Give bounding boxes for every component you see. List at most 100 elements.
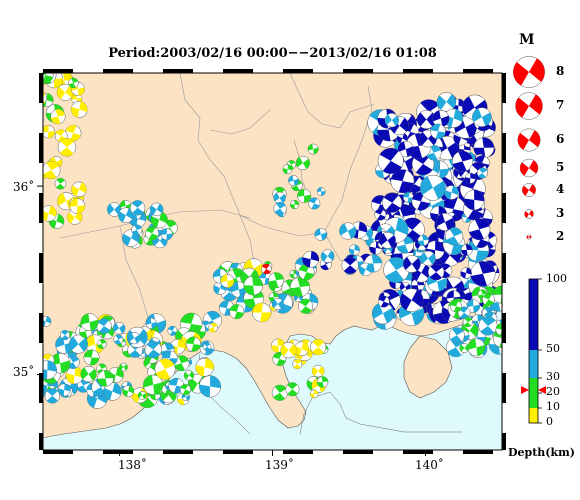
- focal-mechanism: [199, 375, 221, 398]
- magnitude-label-4: 4: [556, 182, 565, 196]
- depth-label-50: 50: [546, 342, 560, 355]
- focal-mechanism: [460, 267, 472, 279]
- focal-mechanism: [243, 275, 263, 296]
- magnitude-legend: [513, 56, 545, 240]
- focal-mechanism: [179, 384, 192, 396]
- focal-mechanism: [297, 188, 312, 203]
- focal-mechanism: [129, 200, 146, 216]
- focal-mechanism: [43, 161, 61, 180]
- focal-mechanism: [436, 92, 457, 112]
- focal-mechanism: [112, 321, 126, 335]
- magnitude-label-3: 3: [556, 206, 565, 220]
- focal-mechanism: [482, 293, 495, 306]
- depth-scale-title: Depth(km): [508, 446, 575, 459]
- focal-mechanism: [68, 77, 79, 89]
- focal-mechanism: [195, 357, 214, 377]
- lon-tick-label-139: 139˚: [265, 458, 294, 472]
- focal-mechanism: [273, 191, 286, 205]
- focal-mechanism: [307, 143, 319, 155]
- focal-mechanism: [290, 276, 310, 297]
- focal-mechanism: [383, 257, 410, 283]
- focal-mechanism: [65, 366, 84, 385]
- focal-mechanism: [118, 207, 134, 224]
- focal-mechanism: [403, 191, 415, 203]
- focal-mechanism: [371, 302, 394, 325]
- focal-mechanism: [271, 384, 288, 401]
- magnitude-label-8: 8: [556, 64, 565, 78]
- lat-tick-label-36: 36˚: [13, 180, 35, 194]
- focal-mechanism: [113, 334, 124, 345]
- focal-mechanism: [96, 318, 112, 334]
- focal-mechanism: [432, 110, 450, 128]
- focal-mechanism: [316, 376, 329, 388]
- focal-mechanism: [420, 174, 446, 201]
- magnitude-label-5: 5: [556, 160, 565, 174]
- focal-mechanism: [208, 322, 219, 333]
- depth-label-20: 20: [546, 385, 560, 398]
- magnitude-legend-ball-3: [524, 209, 534, 219]
- focal-mechanism: [298, 298, 314, 314]
- focal-mechanism: [185, 336, 202, 352]
- focal-mechanism: [160, 228, 173, 241]
- focal-mechanism: [478, 316, 498, 336]
- frame-ticks: [37, 69, 506, 456]
- magnitude-legend-ball-7: [515, 92, 543, 120]
- focal-mechanism: [470, 261, 496, 287]
- focal-mechanism: [145, 226, 159, 241]
- focal-mechanism: [97, 370, 114, 387]
- focal-mechanism: [430, 123, 446, 140]
- focal-mechanism: [420, 250, 436, 266]
- focal-mechanism: [144, 341, 162, 359]
- depth-band-30-50: [529, 350, 538, 378]
- depth-label-30: 30: [546, 370, 560, 383]
- focal-mechanism: [466, 299, 481, 313]
- focal-mechanism: [80, 313, 99, 332]
- focal-mechanism: [302, 250, 320, 268]
- focal-mechanism: [472, 107, 492, 127]
- magnitude-label-6: 6: [556, 132, 565, 146]
- focal-mechanism: [316, 187, 326, 196]
- bathymetry-contour: [299, 391, 462, 435]
- focal-mechanism: [183, 370, 195, 381]
- depth-label-100: 100: [546, 272, 567, 285]
- focal-mechanism: [339, 222, 357, 240]
- depth-label-0: 0: [546, 415, 553, 428]
- focal-mechanism: [374, 208, 387, 221]
- focal-mechanism: [273, 201, 287, 216]
- focal-mechanism: [292, 359, 303, 370]
- focal-mechanism: [131, 224, 143, 236]
- focal-mechanism: [69, 198, 86, 214]
- focal-mechanism: [70, 101, 88, 118]
- focal-mechanism: [288, 175, 299, 186]
- focal-mechanism: [399, 288, 424, 312]
- focal-mechanism: [220, 274, 235, 288]
- marked-event: [261, 263, 272, 275]
- earthquake-events: [43, 73, 502, 409]
- focal-mechanism: [80, 366, 97, 383]
- focal-mechanism: [450, 300, 463, 313]
- focal-mechanism: [462, 317, 473, 328]
- focal-mechanism: [229, 304, 245, 320]
- magnitude-label-2: 2: [556, 229, 565, 243]
- map-title: Period:2003/02/16 00:00−−2013/02/16 01:0…: [108, 46, 437, 61]
- magnitude-legend-title: M: [519, 32, 535, 48]
- focal-mechanism: [417, 234, 429, 247]
- magnitude-legend-ball-8: [513, 56, 545, 88]
- focal-mechanism: [83, 349, 100, 366]
- focal-mechanism: [377, 147, 404, 174]
- depth-band-0-10: [529, 408, 538, 423]
- focal-mechanism: [309, 389, 319, 399]
- focal-mechanism: [57, 383, 71, 397]
- magnitude-legend-ball-5: [519, 158, 539, 178]
- focal-mechanism: [308, 197, 321, 210]
- lon-tick-label-138: 138˚: [118, 458, 147, 472]
- depth-band-10-30: [529, 378, 538, 408]
- focal-mechanism: [143, 374, 164, 395]
- focal-mechanism: [285, 382, 300, 397]
- depth-colorbar: [521, 278, 546, 424]
- focal-mechanism: [71, 181, 87, 198]
- magnitude-legend-ball-6: [517, 128, 541, 152]
- boso-peninsula: [403, 335, 453, 399]
- focal-mechanism: [137, 390, 147, 400]
- focal-mechanism: [358, 262, 373, 277]
